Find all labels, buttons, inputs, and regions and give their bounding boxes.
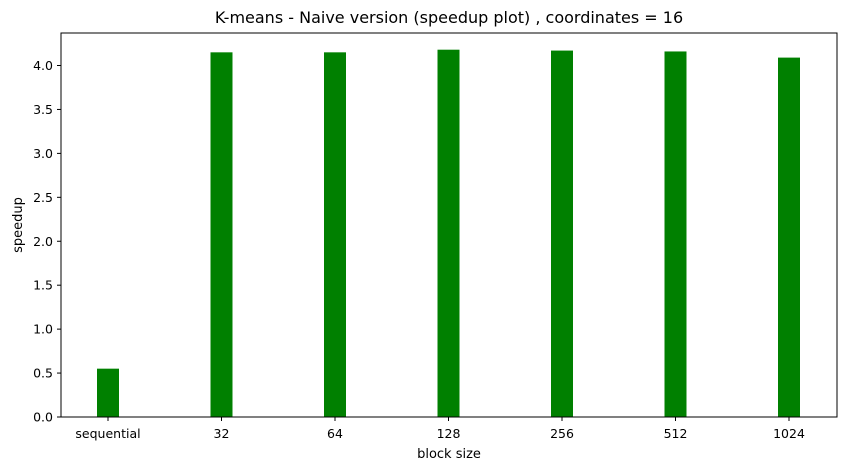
y-tick-label: 4.0 [33, 58, 53, 73]
x-axis-label: block size [417, 447, 481, 462]
x-tick-label: 512 [664, 426, 688, 441]
y-tick-label: 0.0 [33, 410, 53, 425]
bar-256 [551, 50, 573, 417]
y-tick-label: 2.0 [33, 234, 53, 249]
bars-group [97, 49, 800, 418]
y-tick-label: 1.5 [33, 278, 53, 293]
y-tick-label: 3.0 [33, 146, 53, 161]
bar-sequential [97, 368, 119, 417]
bar-32 [210, 52, 233, 417]
chart-title: K-means - Naive version (speedup plot) ,… [215, 8, 683, 27]
x-tick-label: sequential [75, 426, 140, 441]
y-tick-label: 3.5 [33, 102, 53, 117]
x-tick-label: 32 [214, 426, 230, 441]
y-tick-label: 2.5 [33, 190, 53, 205]
y-axis-ticks: 0.0 0.5 1.0 1.5 2.0 2.5 3.0 3.5 4.0 [33, 58, 61, 425]
x-tick-label: 256 [550, 426, 574, 441]
bar-128 [437, 49, 460, 418]
y-tick-label: 1.0 [33, 322, 53, 337]
x-axis-ticks: sequential 32 64 128 256 512 1024 [75, 417, 805, 441]
bar-64 [324, 52, 346, 417]
y-tick-label: 0.5 [33, 366, 53, 381]
bar-512 [664, 51, 687, 417]
bar-1024 [778, 57, 800, 417]
x-tick-label: 128 [437, 426, 461, 441]
x-tick-label: 1024 [773, 426, 805, 441]
y-axis-label: speedup [11, 197, 26, 253]
x-tick-label: 64 [327, 426, 343, 441]
